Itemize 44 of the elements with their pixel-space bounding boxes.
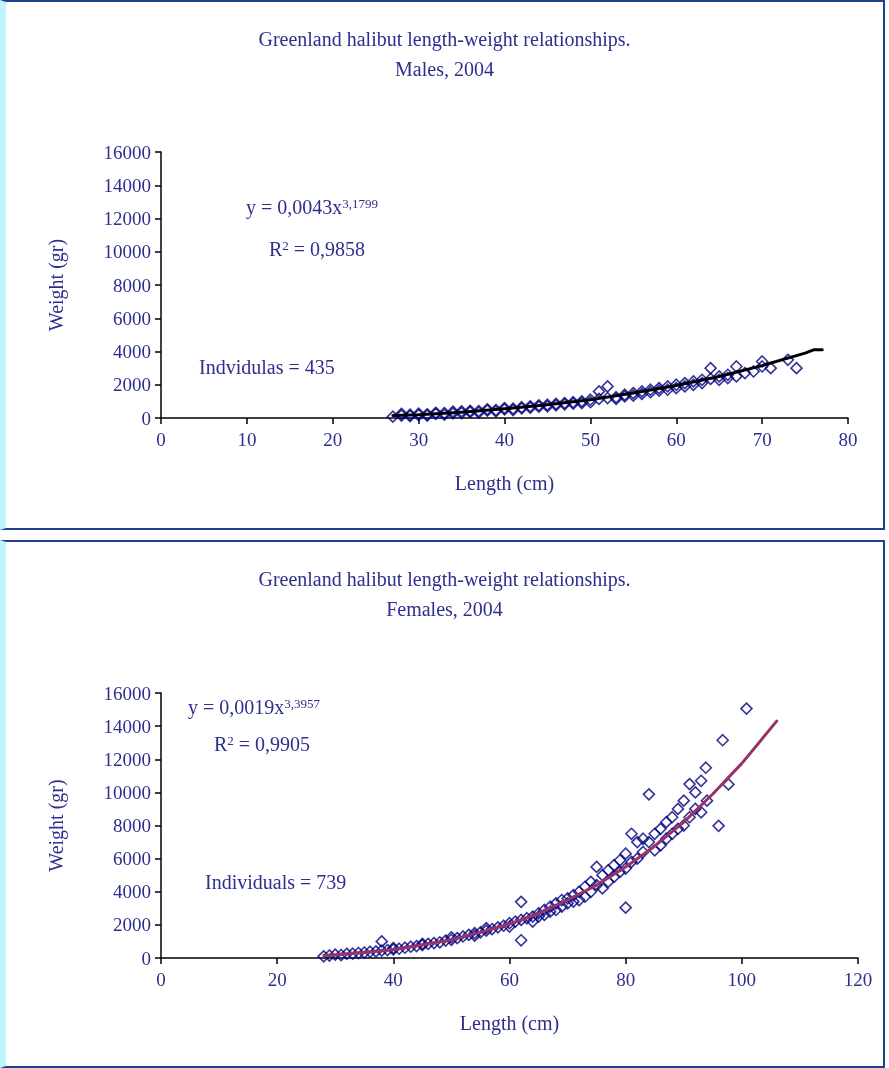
x-tick-label: 40 [383,969,403,990]
y-tick-label: 2000 [113,914,151,936]
y-tick-label: 14000 [103,174,151,196]
chart-title: Greenland halibut length-weight relationships. [258,28,631,51]
x-tick-label: 0 [156,969,166,990]
y-tick-label: 0 [141,407,151,429]
chart-subtitle: Males, 2004 [395,58,494,80]
x-tick-label: 60 [666,429,686,450]
x-tick-label: 80 [616,969,636,990]
y-tick-label: 8000 [113,274,151,296]
annotation: Indvidulas = 435 [199,356,335,378]
x-tick-label: 80 [838,429,858,450]
x-tick-label: 60 [500,969,519,990]
y-tick-label: 10000 [103,781,151,803]
x-tick-label: 20 [323,429,343,450]
y-tick-label: 16000 [103,141,151,163]
y-tick-label: 8000 [113,815,151,836]
x-tick-label: 70 [752,429,772,450]
y-tick-label: 4000 [113,881,151,903]
annotation: Individuals = 739 [205,871,347,893]
y-tick-label: 4000 [113,341,151,362]
chart-title: Greenland halibut length-weight relationships. [258,568,631,591]
x-axis-title: Length (cm) [459,1012,560,1035]
x-tick-label: 30 [409,429,429,450]
y-tick-label: 12000 [103,748,151,770]
y-tick-label: 6000 [113,307,151,329]
y-tick-label: 12000 [103,208,151,229]
y-axis-title: Weight (gr) [45,238,68,332]
x-tick-label: 0 [156,429,166,450]
y-tick-label: 2000 [113,374,151,396]
x-tick-label: 20 [267,969,287,990]
y-tick-label: 6000 [113,848,151,870]
x-axis-title: Length (cm) [454,472,555,495]
x-tick-label: 100 [727,969,757,990]
y-tick-label: 10000 [103,241,151,263]
x-tick-label: 10 [237,429,257,450]
y-axis-title: Weight (gr) [45,779,68,872]
y-tick-label: 0 [141,947,151,969]
x-tick-label: 40 [495,429,514,450]
x-tick-label: 50 [580,429,600,450]
chart-subtitle: Females, 2004 [386,598,503,620]
y-tick-label: 16000 [103,682,151,704]
x-tick-label: 120 [843,969,873,990]
y-tick-label: 14000 [103,715,151,737]
